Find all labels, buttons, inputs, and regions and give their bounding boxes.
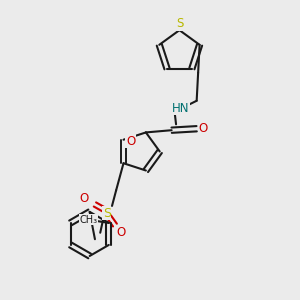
Text: O: O [199,122,208,135]
Text: S: S [103,207,111,220]
Text: O: O [126,135,135,148]
Text: O: O [117,226,126,239]
Text: HN: HN [172,102,189,115]
Text: O: O [80,192,89,205]
Text: CH₃: CH₃ [79,215,97,225]
Text: S: S [176,17,183,30]
